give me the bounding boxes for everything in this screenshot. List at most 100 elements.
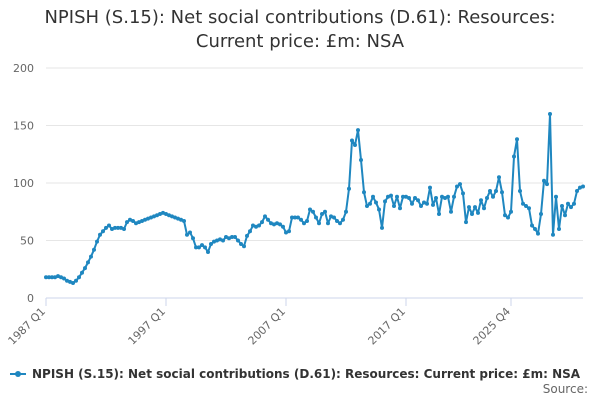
data-point: [320, 212, 324, 217]
data-point: [410, 201, 414, 206]
data-point: [437, 212, 441, 217]
data-point: [368, 201, 372, 206]
y-tick-label-100: 100: [13, 177, 34, 190]
data-point: [452, 194, 456, 199]
y-tick-label-0: 0: [27, 292, 34, 305]
data-point: [539, 212, 543, 217]
data-point: [83, 266, 87, 271]
data-point: [227, 236, 231, 241]
data-point: [128, 217, 132, 222]
data-point: [86, 260, 90, 265]
data-point: [125, 220, 129, 225]
data-point: [140, 218, 144, 223]
data-point: [65, 278, 69, 283]
x-tick-label-2: 2007 Q1: [246, 305, 289, 348]
data-point: [173, 215, 177, 220]
data-point: [548, 112, 552, 116]
data-point: [212, 239, 216, 244]
legend-label: NPISH (S.15): Net social contributions (…: [32, 367, 581, 381]
data-point: [134, 221, 138, 226]
data-point: [524, 204, 528, 208]
data-point: [233, 235, 237, 240]
data-point: [50, 275, 54, 280]
data-point: [476, 210, 480, 215]
data-point: [254, 224, 258, 229]
data-point: [434, 195, 438, 200]
data-point: [515, 137, 519, 142]
data-point: [296, 215, 300, 220]
data-point: [260, 220, 264, 225]
data-point: [518, 189, 522, 194]
data-point: [497, 175, 501, 180]
data-point: [221, 238, 225, 243]
data-point: [146, 216, 150, 221]
data-point: [503, 213, 507, 218]
data-point: [167, 213, 171, 218]
data-point: [230, 235, 234, 240]
data-point: [482, 206, 486, 211]
data-point: [572, 201, 576, 206]
data-point: [359, 158, 363, 162]
data-point: [161, 210, 165, 215]
data-point: [89, 254, 93, 259]
data-point: [164, 212, 168, 217]
data-point: [365, 204, 369, 208]
data-point: [419, 204, 423, 208]
data-point: [560, 204, 564, 208]
data-point: [488, 189, 492, 194]
data-point: [377, 207, 381, 212]
data-point: [278, 222, 282, 227]
data-point: [512, 154, 516, 159]
source-label: Source:: [542, 382, 588, 396]
data-point: [542, 178, 546, 183]
data-point: [98, 232, 102, 237]
data-point: [44, 275, 48, 280]
data-point: [461, 191, 465, 196]
data-point: [275, 221, 279, 226]
data-point: [179, 217, 183, 222]
data-point: [110, 227, 114, 231]
data-point: [392, 204, 396, 208]
data-point: [203, 245, 207, 250]
data-point: [266, 217, 270, 222]
data-point: [80, 270, 84, 275]
data-point: [557, 227, 561, 231]
data-point: [485, 195, 489, 200]
data-point: [152, 214, 156, 219]
data-point: [113, 225, 117, 230]
data-point: [467, 205, 471, 210]
data-point: [509, 209, 513, 214]
data-point: [242, 244, 246, 249]
data-point: [380, 225, 384, 230]
data-point: [578, 185, 582, 190]
data-point: [575, 189, 579, 194]
data-point: [56, 274, 60, 279]
data-point: [269, 221, 273, 226]
legend-item[interactable]: NPISH (S.15): Net social contributions (…: [10, 365, 580, 383]
data-point: [431, 202, 435, 207]
data-point: [401, 194, 405, 199]
data-point: [317, 221, 321, 226]
data-point: [404, 194, 408, 199]
data-point: [107, 223, 111, 228]
data-point: [458, 182, 462, 187]
data-point: [206, 250, 210, 254]
data-point: [500, 190, 504, 195]
data-point: [563, 213, 567, 218]
data-point: [299, 217, 303, 222]
data-point: [473, 205, 477, 210]
data-point: [170, 214, 174, 219]
data-point: [446, 194, 450, 199]
data-point: [566, 201, 570, 206]
data-point: [335, 218, 339, 223]
chart-title-line-1: NPISH (S.15): Net social contributions (…: [44, 7, 556, 28]
x-tick-label-4: 2025 Q4: [471, 305, 514, 348]
data-point: [143, 217, 147, 222]
data-point: [554, 194, 558, 199]
data-point: [374, 200, 378, 205]
data-point: [338, 221, 342, 226]
data-point: [251, 223, 255, 228]
data-point: [158, 212, 162, 217]
